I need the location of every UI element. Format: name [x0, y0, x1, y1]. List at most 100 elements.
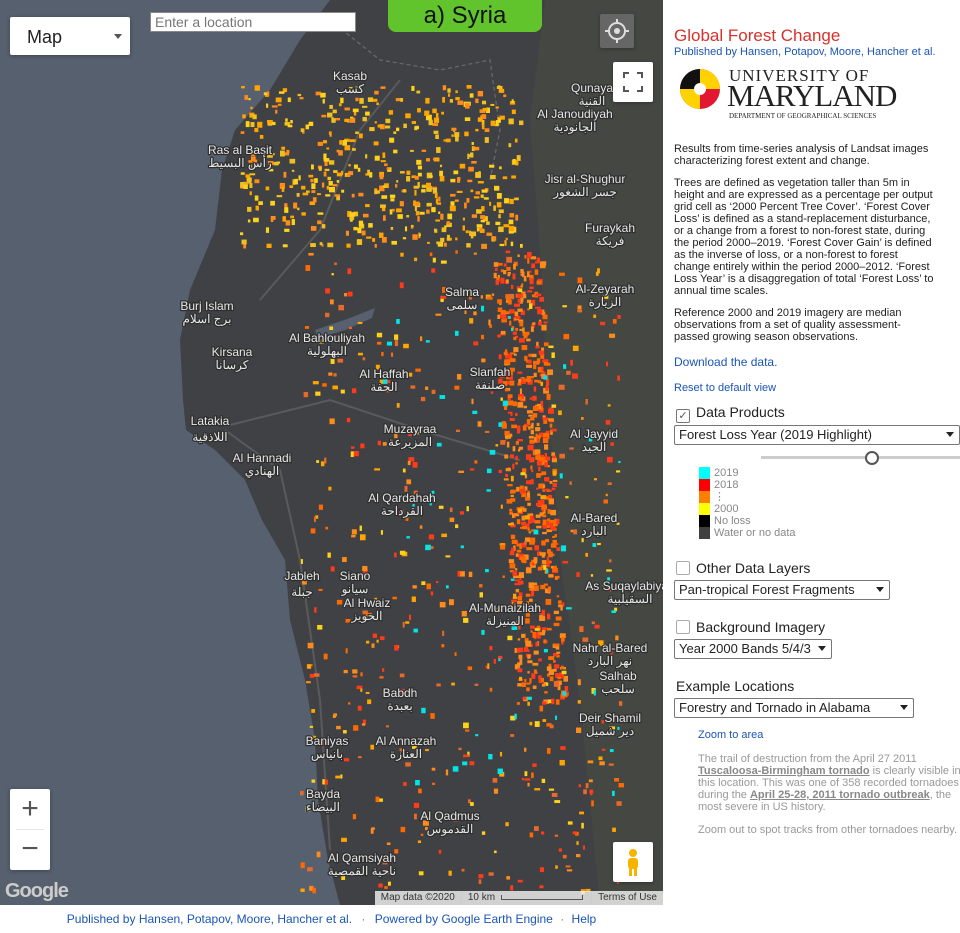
forest-loss-pixel [512, 331, 517, 335]
terms-link[interactable]: Terms of Use [591, 892, 663, 903]
forest-loss-pixel [348, 86, 353, 91]
footer-help[interactable]: Help [571, 912, 597, 926]
forest-loss-pixel [519, 120, 524, 126]
zoom-out[interactable]: − [21, 832, 39, 865]
forest-loss-pixel [495, 221, 501, 226]
forest-loss-pixel [607, 456, 613, 463]
forest-loss-pixel [432, 123, 439, 127]
forest-loss-pixel [514, 311, 519, 317]
map[interactable]: Kasab كسب Ras al Basit رأس البسيط Qunaya القن… [0, 0, 663, 905]
forest-loss-pixel [478, 879, 482, 884]
forest-loss-pixel [436, 241, 442, 245]
checkbox[interactable] [676, 620, 690, 634]
forest-loss-pixel [335, 775, 341, 779]
download-link[interactable]: Download the data. [674, 355, 778, 369]
forest-loss-pixel [581, 822, 584, 829]
umd-logo: UNIVERSITY OF MARYLAND DEPARTMENT OF GEO… [679, 66, 929, 126]
forest-loss-pixel [405, 762, 411, 767]
forest-loss-pixel [440, 213, 444, 220]
forest-loss-pixel [435, 134, 439, 140]
opacity-slider[interactable] [761, 451, 960, 465]
forest-loss-pixel [432, 782, 436, 785]
forest-loss-pixel [542, 415, 546, 420]
legend-swatch [699, 467, 710, 479]
forest-loss-pixel [545, 496, 549, 500]
example-note: Zoom out to spot tracks from other torna… [698, 824, 958, 836]
forest-loss-pixel [495, 106, 499, 109]
forest-loss-pixel [450, 193, 456, 197]
place-name: Ras al Basit [208, 143, 273, 157]
forest-loss-pixel [296, 192, 300, 197]
forest-loss-pixel [289, 158, 296, 164]
footer-engine[interactable]: Powered by Google Earth Engine [374, 912, 553, 926]
forest-loss-pixel [312, 887, 316, 894]
imagery-select[interactable]: Year 2000 Bands 5/4/3 [674, 639, 832, 659]
street-view-pegman[interactable] [613, 842, 653, 882]
forest-loss-pixel [522, 525, 528, 530]
forest-loss-pixel [531, 772, 534, 779]
footer-authors[interactable]: Published by Hansen, Potapov, Moore, Han… [66, 912, 353, 926]
forest-loss-pixel [549, 724, 554, 729]
forest-loss-pixel [506, 441, 510, 448]
checkbox[interactable] [676, 561, 690, 575]
link[interactable]: Tuscaloosa-Birmingham tornado [698, 765, 870, 777]
forest-loss-pixel [387, 881, 391, 886]
map-type-control[interactable]: Map [10, 17, 130, 55]
panel-authors[interactable]: Published by Hansen, Potapov, Moore, Han… [674, 46, 936, 58]
forest-loss-pixel [539, 473, 543, 476]
forest-loss-pixel [533, 386, 537, 392]
forest-loss-pixel [552, 455, 557, 459]
slider-thumb[interactable] [865, 451, 879, 465]
forest-loss-pixel [492, 236, 497, 241]
forest-loss-pixel [473, 311, 477, 316]
example-select[interactable]: Forestry and Tornado in Alabama [674, 698, 914, 718]
zoom-in[interactable]: + [21, 792, 39, 825]
forest-loss-pixel [576, 727, 582, 733]
place-name: Muzayraa [384, 422, 437, 436]
reset-link[interactable]: Reset to default view [674, 382, 777, 394]
forest-loss-pixel [517, 439, 523, 442]
forest-loss-pixel [450, 178, 456, 183]
forest-loss-pixel [524, 638, 529, 643]
place-name-arabic: البارد [581, 524, 606, 538]
forest-loss-pixel [416, 90, 421, 94]
forest-loss-pixel [514, 579, 520, 582]
locate-button[interactable] [600, 14, 634, 48]
forest-loss-pixel [336, 180, 340, 183]
forest-loss-pixel [535, 433, 538, 437]
forest-loss-pixel [507, 635, 513, 641]
checkbox-checked[interactable]: ✓ [676, 409, 690, 423]
forest-loss-pixel [467, 179, 473, 183]
forest-loss-pixel [498, 209, 504, 214]
forest-loss-pixel [273, 161, 279, 166]
forest-loss-pixel [514, 513, 520, 517]
forest-loss-pixel [500, 330, 506, 335]
forest-loss-pixel [529, 458, 534, 463]
forest-loss-pixel [490, 384, 493, 388]
search-input[interactable]: Enter a location [150, 12, 356, 32]
forest-loss-pixel [321, 224, 326, 229]
forest-loss-pixel [250, 106, 253, 110]
forest-loss-pixel [566, 607, 572, 610]
place-name: Qunaya [571, 81, 613, 95]
forest-loss-pixel [352, 148, 356, 151]
forest-loss-pixel [510, 715, 516, 721]
forest-loss-pixel [397, 214, 403, 219]
legend-label: 2019 [714, 467, 739, 479]
link[interactable]: April 25-28, 2011 tornado outbreak [749, 789, 930, 801]
fullscreen-button[interactable] [613, 62, 653, 102]
forest-loss-pixel [459, 511, 464, 515]
forest-loss-pixel [612, 319, 617, 324]
forest-loss-pixel [516, 155, 521, 161]
forest-loss-pixel [529, 439, 535, 444]
forest-loss-pixel [533, 557, 538, 563]
forest-loss-pixel [299, 96, 304, 100]
forest-loss-pixel [563, 364, 567, 369]
zoom-link[interactable]: Zoom to area [698, 729, 764, 741]
forest-loss-pixel [341, 170, 344, 176]
layers-select[interactable]: Pan-tropical Forest Fragments [674, 580, 890, 600]
forest-loss-pixel [565, 496, 569, 499]
product-select[interactable]: Forest Loss Year (2019 Highlight) [674, 425, 960, 445]
forest-loss-pixel [611, 610, 617, 614]
forest-loss-pixel [551, 458, 557, 463]
